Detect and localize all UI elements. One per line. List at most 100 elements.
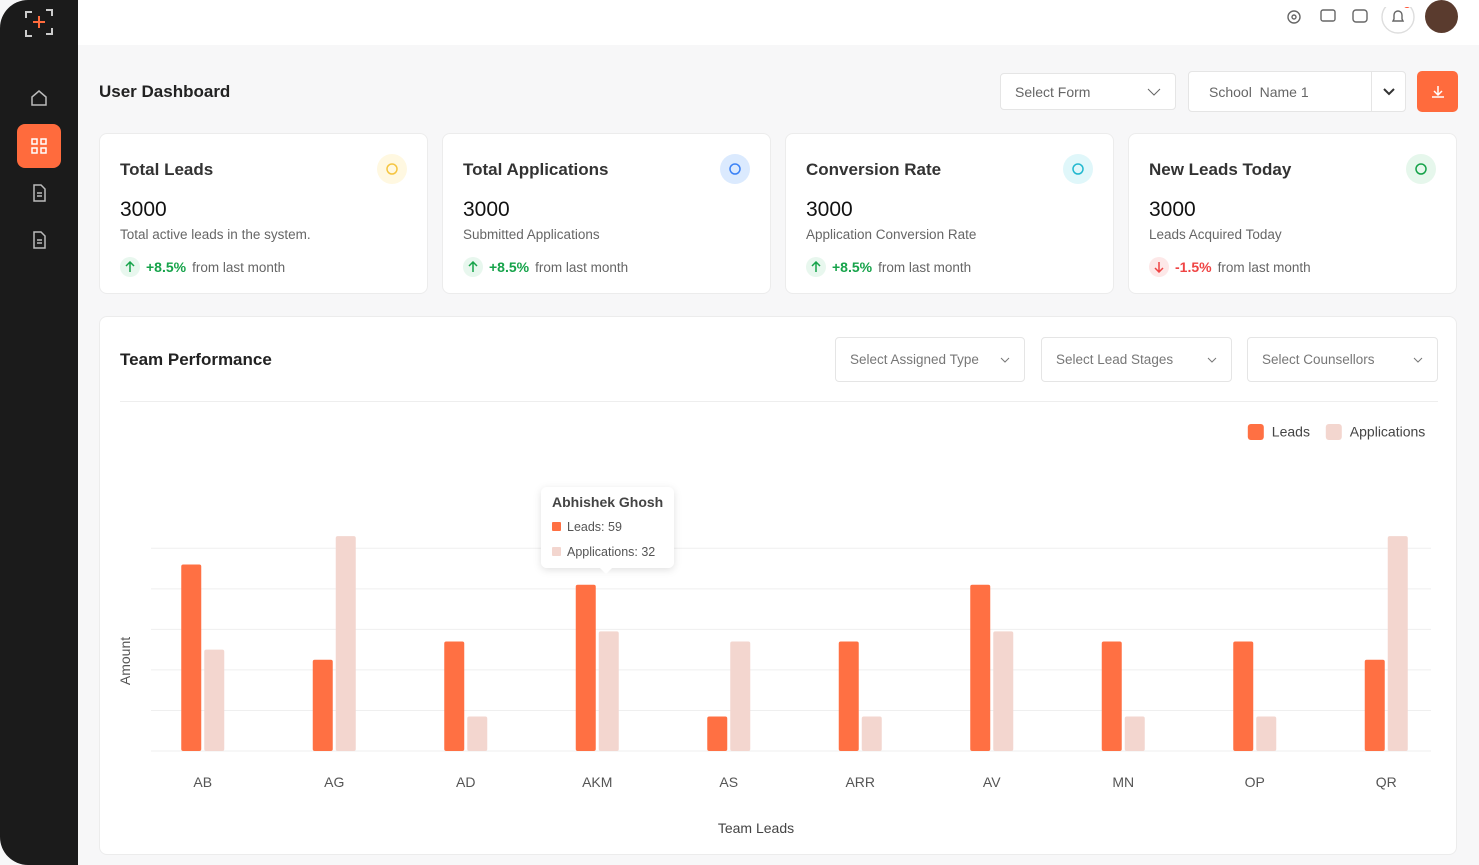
card-title: Total Leads: [120, 160, 214, 179]
tooltip-row: Applications: 32: [567, 545, 655, 559]
divider: [120, 401, 1438, 402]
stat-card: Conversion Rate 3000 Application Conversio…: [785, 133, 1114, 294]
x-tick-label: MN: [1112, 774, 1134, 790]
bar: [467, 716, 488, 751]
bar: [598, 631, 619, 751]
bar: [204, 649, 225, 751]
download-button[interactable]: [1417, 71, 1458, 112]
card-icon: [1406, 154, 1436, 184]
change-value: -1.5%: [1175, 259, 1212, 275]
card-value: 3000: [1149, 198, 1196, 221]
chart: AB AG AD AKM AS ARR AV MN OP QR Team Leads Amount Le…: [117, 424, 1431, 836]
card-description: Submitted Applications: [463, 227, 600, 242]
change-text: from last month: [192, 259, 286, 275]
panel-title: Team Performance: [120, 350, 272, 369]
card-title: Total Applications: [463, 160, 609, 179]
card-value: 3000: [463, 198, 510, 221]
bar: [444, 641, 465, 751]
y-axis-label: Amount: [117, 637, 133, 685]
logo: [25, 9, 53, 37]
filter-text: Select Assigned Type: [850, 352, 979, 367]
card-icon: [1063, 154, 1093, 184]
stat-card: Total Leads 3000 Total active leads in the…: [99, 133, 428, 294]
tooltip-pointer: [600, 568, 612, 574]
card-value: 3000: [120, 198, 167, 221]
bar: [993, 631, 1014, 751]
card-description: Leads Acquired Today: [1149, 227, 1282, 242]
bar: [575, 584, 596, 751]
change-text: from last month: [878, 259, 972, 275]
trend-icon: [120, 257, 140, 277]
filter-select[interactable]: Select Counsellors: [1247, 337, 1438, 382]
bar: [1364, 659, 1385, 751]
card-change: +8.5% from last month: [463, 257, 628, 277]
school-select-text: School Name 1: [1209, 83, 1309, 100]
tooltip-swatch: [552, 547, 561, 556]
x-tick-label: AG: [324, 774, 344, 790]
card-change: -1.5% from last month: [1149, 257, 1311, 277]
trend-icon: [463, 257, 483, 277]
bar: [1233, 641, 1254, 751]
card-change: +8.5% from last month: [806, 257, 971, 277]
bar: [970, 584, 991, 751]
card-description: Application Conversion Rate: [806, 227, 977, 242]
topbar: [78, 0, 1479, 45]
tooltip-title: Abhishek Ghosh: [552, 494, 663, 510]
sidebar: [0, 0, 78, 865]
x-axis-label: Team Leads: [718, 820, 794, 836]
team-panel: Team Performance Select Assigned Type Sel…: [99, 316, 1457, 855]
stat-card: Total Applications 3000 Submitted Applicat…: [442, 133, 771, 294]
bar: [861, 716, 882, 751]
change-value: +8.5%: [489, 259, 530, 275]
stat-card: New Leads Today 3000 Leads Acquired Today -…: [1128, 133, 1457, 294]
filter-select[interactable]: Select Assigned Type: [835, 337, 1025, 382]
legend-swatch: [1325, 424, 1342, 440]
x-tick-label: AS: [719, 774, 738, 790]
card-icon: [377, 154, 407, 184]
change-value: +8.5%: [146, 259, 187, 275]
card-description: Total active leads in the system.: [120, 227, 311, 242]
change-text: from last month: [535, 259, 629, 275]
bar: [730, 641, 751, 751]
x-tick-label: AD: [456, 774, 475, 790]
tooltip: Abhishek Ghosh Leads: 59 Applications: 32: [541, 487, 674, 574]
bar: [335, 536, 356, 751]
tooltip-box: [541, 487, 674, 568]
card-value: 3000: [806, 198, 853, 221]
x-tick-label: QR: [1376, 774, 1397, 790]
legend-label: Applications: [1350, 424, 1426, 440]
avatar[interactable]: [1425, 0, 1458, 33]
x-tick-label: ARR: [845, 774, 875, 790]
card-title: Conversion Rate: [806, 160, 942, 179]
x-tick-label: OP: [1245, 774, 1265, 790]
bar: [181, 564, 202, 751]
bar: [707, 716, 728, 751]
top-icons[interactable]: [1284, 7, 1464, 39]
filter-select[interactable]: Select Lead Stages: [1041, 337, 1232, 382]
form-select-text: Select Form: [1015, 83, 1091, 100]
bar: [838, 641, 859, 751]
x-tick-label: AV: [983, 774, 1001, 790]
trend-icon: [1149, 257, 1169, 277]
nav-home[interactable]: [17, 76, 61, 120]
tooltip-row: Leads: 59: [567, 520, 622, 534]
bar: [312, 659, 333, 751]
tooltip-swatch: [552, 522, 561, 531]
card-icon: [720, 154, 750, 184]
change-text: from last month: [1217, 259, 1311, 275]
nav-reports[interactable]: [17, 218, 61, 262]
nav-docs[interactable]: [17, 171, 61, 215]
change-value: +8.5%: [832, 259, 873, 275]
nav-dashboard[interactable]: [17, 124, 61, 168]
bar: [1101, 641, 1122, 751]
legend-swatch: [1247, 424, 1264, 440]
bar: [1124, 716, 1145, 751]
school-select[interactable]: School Name 1: [1188, 71, 1406, 112]
filter-text: Select Counsellors: [1262, 352, 1375, 367]
legend-label: Leads: [1272, 424, 1310, 440]
form-select[interactable]: Select Form: [1000, 73, 1176, 110]
filter-text: Select Lead Stages: [1056, 352, 1174, 367]
card-change: +8.5% from last month: [120, 257, 285, 277]
trend-icon: [806, 257, 826, 277]
